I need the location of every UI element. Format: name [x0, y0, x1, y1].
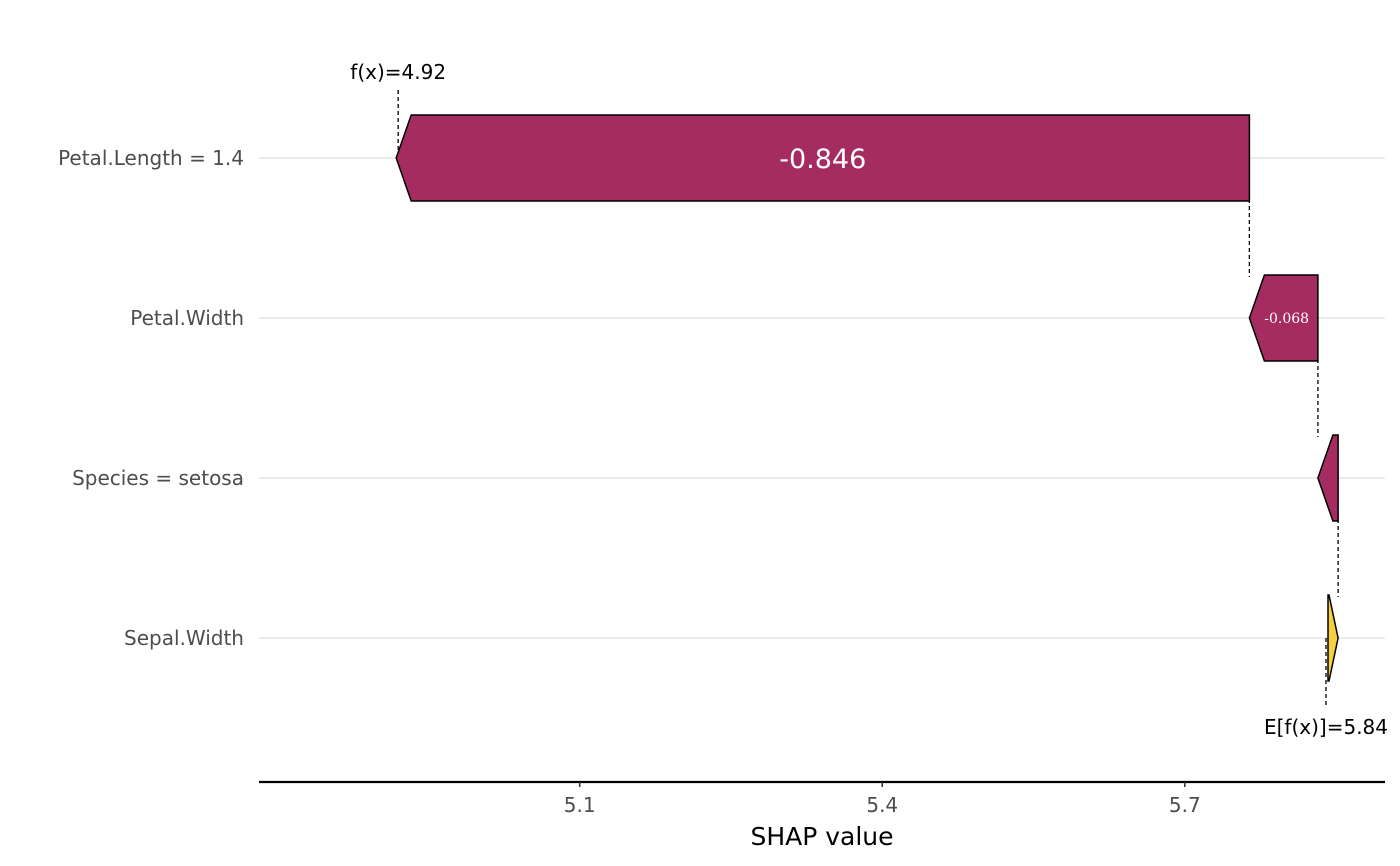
x-tick-label: 5.1 [564, 793, 596, 817]
waterfall-bar [1327, 594, 1339, 682]
bars [395, 114, 1339, 682]
feature-label: Sepal.Width [124, 626, 244, 650]
bar-value-label: -0.846 [779, 144, 866, 175]
labels: Petal.Length = 1.4 Petal.Width Species = s… [58, 60, 1388, 739]
x-axis-title: SHAP value [750, 822, 893, 851]
x-tick-label: 5.4 [866, 793, 898, 817]
waterfall-bar [1248, 274, 1319, 362]
bar-value-label: -0.068 [1264, 311, 1309, 327]
feature-label: Petal.Length = 1.4 [58, 146, 244, 170]
waterfall-bar [1317, 434, 1339, 522]
waterfall-bar [395, 114, 1251, 202]
feature-label: Species = setosa [72, 466, 244, 490]
x-axis: 5.1 5.4 5.7 SHAP value [259, 780, 1385, 851]
feature-label: Petal.Width [130, 306, 244, 330]
connector-lines [397, 90, 1339, 708]
baseline-label: E[f(x)]=5.84 [1264, 715, 1388, 739]
x-tick-label: 5.7 [1169, 793, 1201, 817]
prediction-label: f(x)=4.92 [350, 60, 446, 84]
gridlines [259, 157, 1385, 639]
